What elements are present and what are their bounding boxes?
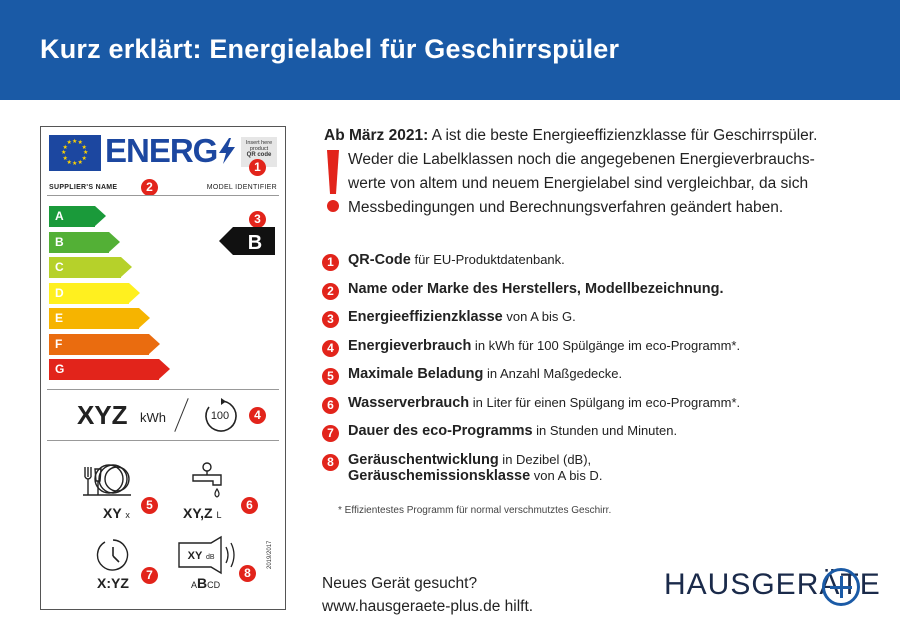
badge-2: 2 [141, 179, 158, 196]
noise-unit: dB [206, 554, 215, 561]
class-bar-e: E [49, 308, 150, 329]
cycles-count: 100 [211, 410, 229, 422]
class-bar-b: B [49, 231, 120, 253]
star-icon: ★ [72, 139, 78, 145]
page-title: Kurz erklärt: Energielabel für Geschirrs… [40, 34, 620, 64]
star-icon: ★ [83, 150, 89, 156]
star-icon: ★ [81, 144, 87, 151]
water-value: XY,Z L [183, 505, 222, 521]
current-class-arrow: B [219, 227, 275, 255]
noise-class-scale: ABCD [191, 575, 221, 591]
star-icon: ★ [77, 159, 83, 166]
class-bar-f: F [49, 333, 160, 355]
plates-icon [83, 464, 131, 496]
badge-3: 3 [249, 211, 266, 228]
footnote: * Effizientestes Programm für normal ver… [338, 505, 612, 516]
cycles-icon: 100 [205, 398, 237, 432]
class-bar-a: A [49, 206, 106, 227]
speaker-icon: XY dB [178, 535, 235, 575]
divider [47, 440, 279, 441]
class-bar-c: C [49, 257, 132, 278]
plus-icon [822, 568, 860, 606]
energy-unit: kWh [140, 410, 166, 425]
header-banner: Kurz erklärt: Energielabel für Geschirrs… [0, 0, 900, 100]
water-tap-icon [192, 462, 222, 498]
energy-wordmark: ENERG [105, 132, 237, 170]
clock-icon [96, 539, 129, 571]
badge-5: 5 [141, 497, 158, 514]
regulation-number: 2019/2017 [267, 540, 273, 569]
badge-8: 8 [239, 565, 256, 582]
divider [47, 195, 279, 196]
divider [47, 389, 279, 390]
star-icon: ★ [62, 144, 68, 151]
website-link[interactable]: www.hausgeraete-plus.de hilft. [322, 598, 534, 615]
exclamation-icon [327, 150, 339, 212]
class-bar-d: D [49, 282, 140, 304]
bottom-text: Neues Gerät gesucht? www.hausgeraete-plu… [322, 572, 533, 618]
place-settings-value: XY x [103, 505, 130, 521]
star-icon: ★ [81, 155, 87, 162]
star-icon: ★ [62, 155, 68, 162]
noise-value: XY [188, 550, 203, 562]
star-icon: ★ [66, 159, 72, 166]
duration-value: X:YZ [97, 575, 129, 591]
eu-flag-icon: ★ ★ ★ ★ ★ ★ ★ ★ ★ ★ ★ ★ [49, 135, 101, 171]
star-icon: ★ [72, 161, 78, 167]
star-icon: ★ [66, 140, 72, 147]
badge-1: 1 [249, 159, 266, 176]
badge-7: 7 [141, 567, 158, 584]
current-class-letter: B [248, 232, 262, 254]
divider-slash [174, 398, 189, 432]
supplier-name: SUPPLIER'S NAME [49, 184, 118, 191]
star-icon: ★ [61, 150, 67, 156]
class-bar-g: G [49, 359, 170, 380]
model-identifier: MODEL IDENTIFIER [206, 184, 277, 191]
energy-label: ★ ★ ★ ★ ★ ★ ★ ★ ★ ★ ★ ★ ENERG Insert here product Q… [40, 126, 286, 610]
energy-value: XYZ [77, 400, 128, 430]
intro-text: Ab März 2021: A ist die beste Energieeff… [324, 127, 818, 216]
badge-4: 4 [249, 407, 266, 424]
badge-6: 6 [241, 497, 258, 514]
star-icon: ★ [77, 140, 83, 147]
